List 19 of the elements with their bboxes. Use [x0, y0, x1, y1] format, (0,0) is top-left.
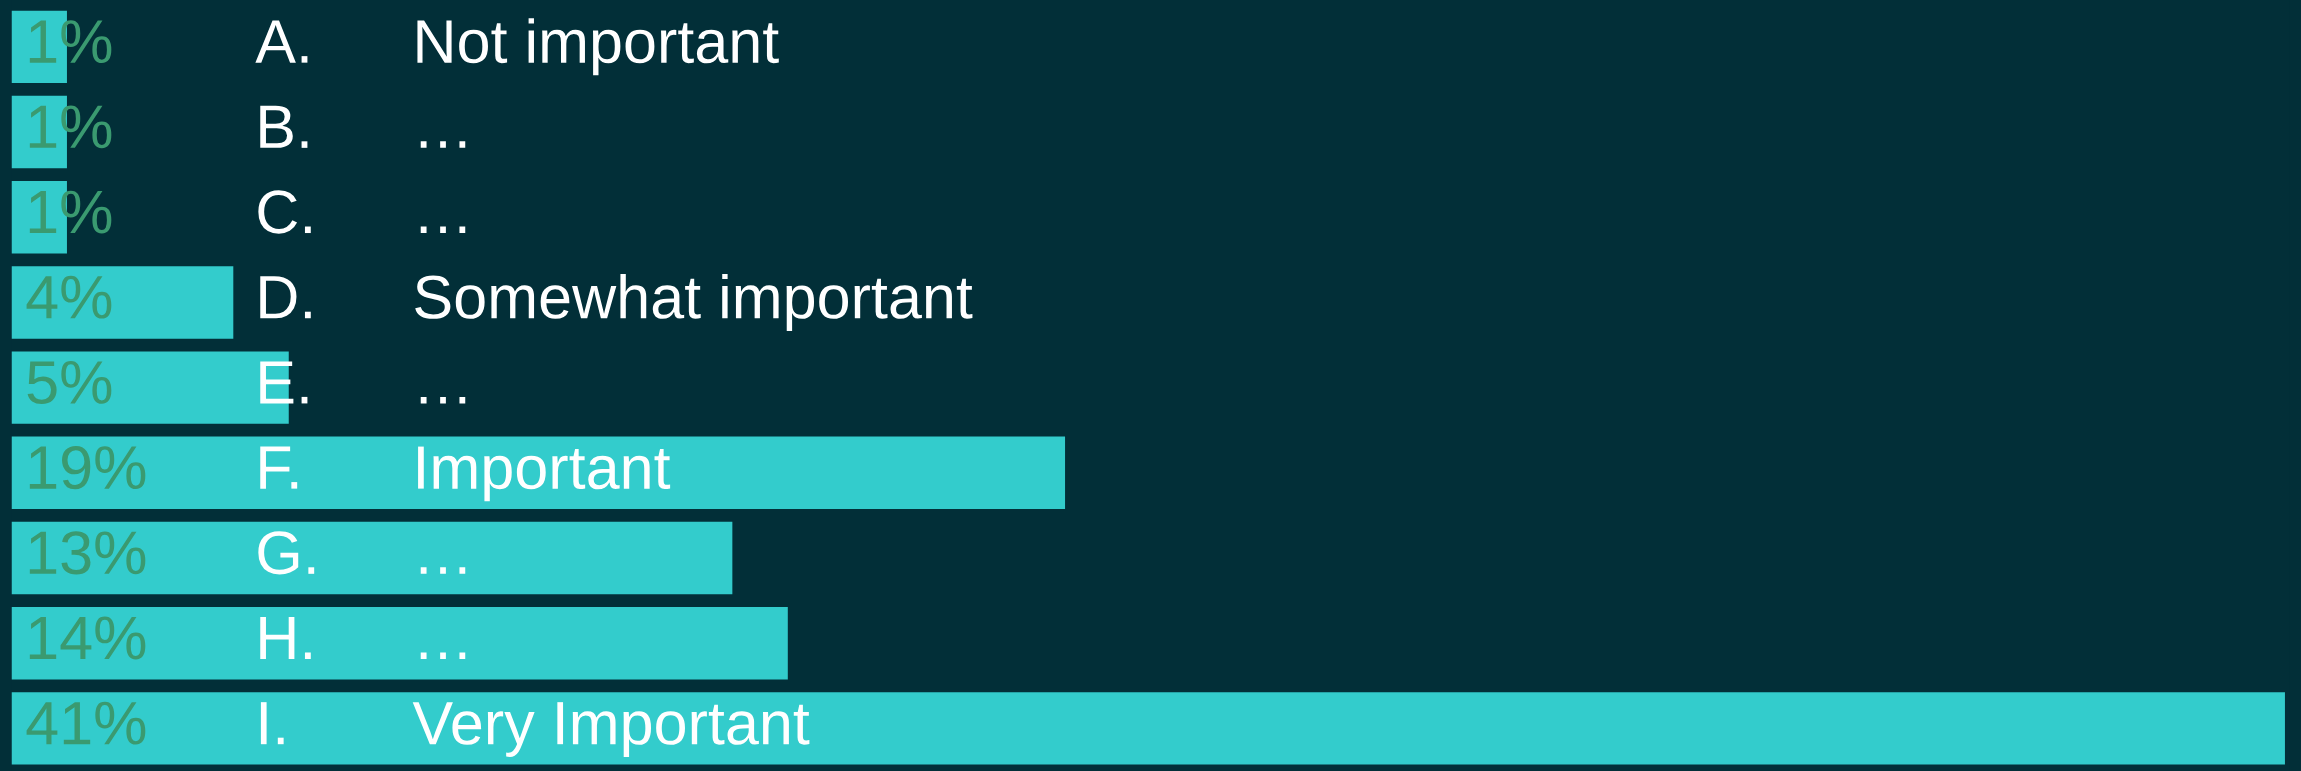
- data-label: 41%: [26, 701, 146, 745]
- data-label: 4%: [26, 275, 112, 319]
- bar: [11, 607, 788, 680]
- data-label: 13%: [29, 531, 146, 575]
- data-label: 19%: [29, 445, 146, 490]
- data-label: 5%: [27, 361, 112, 405]
- category-label: I. Very Important: [260, 702, 810, 757]
- bar: [11, 266, 234, 339]
- category-label: G. …: [258, 531, 466, 575]
- category-label: C. …: [258, 190, 466, 234]
- category-label: H. …: [260, 616, 466, 660]
- category-label: D. Somewhat important: [260, 273, 973, 331]
- category-label: B. …: [260, 105, 466, 148]
- data-label: 14%: [29, 616, 146, 660]
- category-label: A. Not important: [255, 18, 779, 76]
- category-label: F. Important: [260, 446, 671, 502]
- bar: [11, 436, 1066, 510]
- bar: [11, 521, 733, 595]
- bar: [11, 692, 2285, 765]
